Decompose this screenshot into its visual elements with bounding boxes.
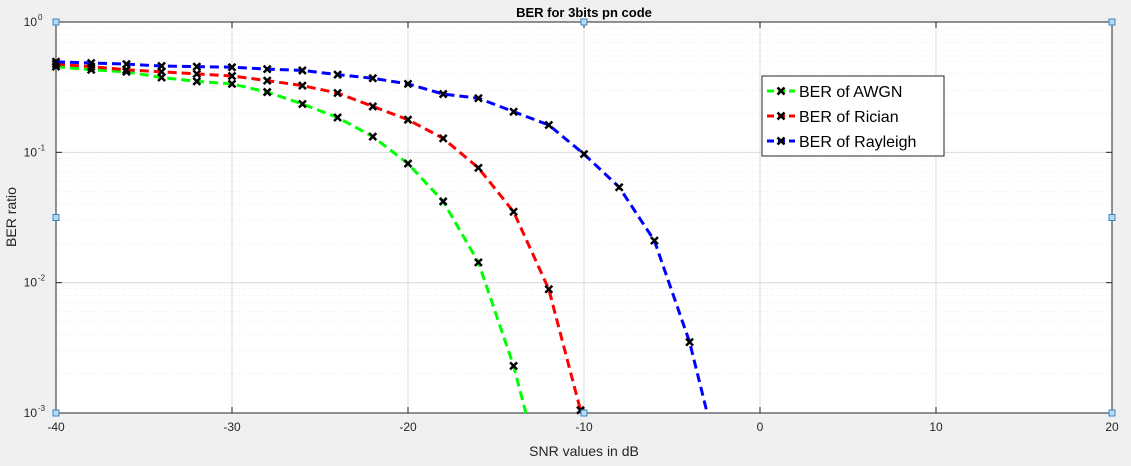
data-point-marker	[227, 71, 237, 81]
data-point-marker	[262, 76, 272, 86]
data-point-marker	[192, 77, 202, 86]
data-point-marker	[474, 163, 483, 173]
data-point-marker	[51, 57, 61, 67]
data-point-marker	[438, 197, 448, 206]
y-axis-label: BER ratio	[3, 187, 19, 247]
data-point-marker	[509, 207, 518, 217]
resize-handle[interactable]	[52, 214, 60, 221]
chart-title: BER for 3bits pn code	[516, 5, 652, 20]
data-point-marker	[333, 70, 342, 79]
data-point-marker	[579, 149, 589, 159]
data-point-marker	[650, 236, 659, 246]
resize-handle[interactable]	[580, 409, 588, 417]
legend-entry-2: BER of Rician	[767, 109, 899, 126]
data-point-marker	[403, 159, 413, 168]
y-tick-label: 10	[24, 406, 38, 420]
data-point-marker	[333, 88, 342, 98]
data-point-marker	[262, 64, 272, 74]
series-line	[55, 65, 528, 414]
y-tick-label: 10	[24, 276, 38, 290]
legend[interactable]: BER of AWGN BER of Rician BER of Rayleigh	[761, 75, 945, 157]
selection-handles[interactable]	[52, 18, 1116, 417]
legend-label: BER of Rayleigh	[799, 134, 916, 151]
data-point-marker	[227, 79, 237, 89]
data-point-marker	[403, 115, 413, 125]
resize-handle[interactable]	[580, 18, 588, 26]
data-point-marker	[298, 81, 307, 91]
data-point-marker	[368, 102, 378, 111]
data-point-marker	[192, 69, 202, 79]
resize-handle[interactable]	[1108, 214, 1116, 221]
data-point-marker	[509, 361, 518, 371]
data-point-marker	[438, 133, 448, 143]
x-tick-label: -10	[575, 420, 593, 434]
data-point-marker	[333, 113, 342, 122]
y-tick-label: 10	[24, 15, 38, 29]
x-tick-label: 10	[929, 420, 943, 434]
resize-handle[interactable]	[1108, 409, 1116, 417]
legend-marker	[776, 111, 786, 121]
data-point-marker	[262, 87, 272, 97]
x-tick-label: -40	[47, 420, 65, 434]
data-point-marker	[298, 66, 307, 75]
y-tick-exponent: 0	[38, 13, 43, 22]
x-axis-label: SNR values in dB	[529, 443, 639, 459]
data-point-marker	[474, 93, 483, 103]
x-tick-label: -20	[399, 420, 417, 434]
resize-handle[interactable]	[1108, 18, 1116, 26]
resize-handle[interactable]	[52, 18, 60, 26]
data-point-marker	[685, 337, 694, 347]
legend-entry-1: BER of AWGN	[767, 84, 902, 101]
data-point-marker	[122, 59, 131, 69]
x-tick-label: 0	[757, 420, 764, 434]
data-point-marker	[227, 62, 237, 72]
y-tick-exponent: -3	[38, 404, 46, 413]
x-tick-label: 20	[1105, 420, 1119, 434]
series-line	[55, 62, 582, 411]
legend-entry-3: BER of Rayleigh	[767, 134, 916, 151]
legend-label: BER of Rician	[799, 109, 899, 126]
data-point-marker	[614, 182, 624, 192]
data-point-marker	[192, 62, 202, 71]
x-tick-label: -30	[223, 420, 241, 434]
data-point-marker	[368, 73, 378, 83]
resize-handle[interactable]	[52, 409, 60, 417]
data-point-marker	[368, 132, 378, 142]
legend-marker	[776, 86, 786, 96]
y-tick-exponent: -1	[38, 143, 46, 152]
data-point-marker	[298, 99, 307, 109]
series-3	[51, 57, 709, 414]
data-point-marker	[544, 120, 554, 130]
series-layer	[51, 57, 709, 415]
data-point-marker	[509, 107, 518, 117]
legend-label: BER of AWGN	[799, 84, 902, 101]
data-point-marker	[403, 79, 413, 89]
legend-marker	[776, 136, 786, 146]
y-tick-exponent: -2	[38, 274, 46, 283]
data-point-marker	[86, 58, 96, 68]
y-tick-label: 10	[24, 145, 38, 159]
data-point-marker	[544, 284, 554, 294]
data-point-marker	[438, 89, 448, 99]
data-point-marker	[474, 258, 483, 267]
data-point-marker	[157, 61, 166, 71]
